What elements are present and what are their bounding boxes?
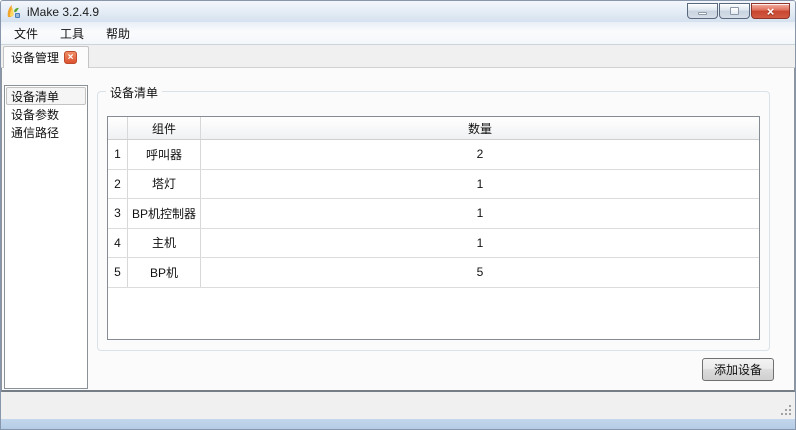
row-number: 1 xyxy=(108,140,128,169)
row-number: 5 xyxy=(108,258,128,287)
add-device-button[interactable]: 添加设备 xyxy=(702,358,774,381)
cell-component: BP机 xyxy=(128,258,201,287)
menu-item-help[interactable]: 帮助 xyxy=(106,26,131,41)
window-title: iMake 3.2.4.9 xyxy=(27,4,100,19)
table-row[interactable]: 2 塔灯 1 xyxy=(108,169,759,199)
tab-label: 设备管理 xyxy=(11,51,60,65)
maximize-button[interactable] xyxy=(719,3,750,19)
table-row[interactable]: 1 呼叫器 2 xyxy=(108,140,759,170)
resize-grip-icon[interactable] xyxy=(780,404,792,416)
sidebar-list: 设备清单 设备参数 通信路径 xyxy=(4,85,88,389)
table-row[interactable]: 3 BP机控制器 1 xyxy=(108,199,759,229)
close-button[interactable]: × xyxy=(751,3,790,19)
status-bar xyxy=(1,392,795,419)
menu-bar: 文件 工具 帮助 xyxy=(1,22,795,45)
sidebar-item-device-list[interactable]: 设备清单 xyxy=(6,87,86,105)
menu-item-file[interactable]: 文件 xyxy=(14,26,39,41)
cell-component: 塔灯 xyxy=(128,169,201,198)
header-row-number[interactable] xyxy=(108,117,128,139)
maximize-icon xyxy=(730,7,739,15)
sidebar-item-device-params[interactable]: 设备参数 xyxy=(11,108,60,122)
device-management-page: 设备清单 设备参数 通信路径 设备清单 组件 数量 1 呼叫器 2 2 塔灯 1 xyxy=(1,68,795,392)
window-controls: × xyxy=(687,1,790,19)
header-component[interactable]: 组件 xyxy=(128,117,201,139)
cell-quantity: 1 xyxy=(476,176,484,191)
minimize-icon xyxy=(698,11,707,15)
tab-strip: 设备管理 × xyxy=(1,45,795,68)
cell-component: BP机控制器 xyxy=(128,199,201,228)
cell-quantity: 1 xyxy=(476,235,484,250)
device-list-groupbox: 设备清单 xyxy=(97,84,770,351)
app-icon xyxy=(7,4,20,18)
row-number: 3 xyxy=(108,199,128,228)
tab-device-management[interactable]: 设备管理 × xyxy=(3,46,89,68)
window-frame-bottom xyxy=(1,419,795,429)
cell-quantity: 5 xyxy=(476,265,484,280)
sidebar-item-comm-path[interactable]: 通信路径 xyxy=(11,126,60,140)
title-bar: iMake 3.2.4.9 × xyxy=(1,1,795,22)
header-quantity[interactable]: 数量 xyxy=(467,121,492,136)
table-row[interactable]: 4 主机 1 xyxy=(108,228,759,258)
menu-item-tools[interactable]: 工具 xyxy=(60,26,85,41)
table-header-row: 组件 数量 xyxy=(108,117,759,140)
minimize-button[interactable] xyxy=(687,3,718,19)
tab-close-icon[interactable]: × xyxy=(64,51,78,64)
row-number: 4 xyxy=(108,228,128,257)
cell-component: 呼叫器 xyxy=(128,140,201,169)
cell-component: 主机 xyxy=(128,228,201,257)
close-icon: × xyxy=(766,3,775,19)
groupbox-title: 设备清单 xyxy=(106,84,163,101)
cell-quantity: 2 xyxy=(476,147,484,162)
cell-quantity: 1 xyxy=(476,206,484,221)
row-number: 2 xyxy=(108,169,128,198)
table-row[interactable]: 5 BP机 5 xyxy=(108,258,759,288)
device-table: 组件 数量 1 呼叫器 2 2 塔灯 1 3 BP机控制器 1 4 主机 1 xyxy=(107,116,760,340)
